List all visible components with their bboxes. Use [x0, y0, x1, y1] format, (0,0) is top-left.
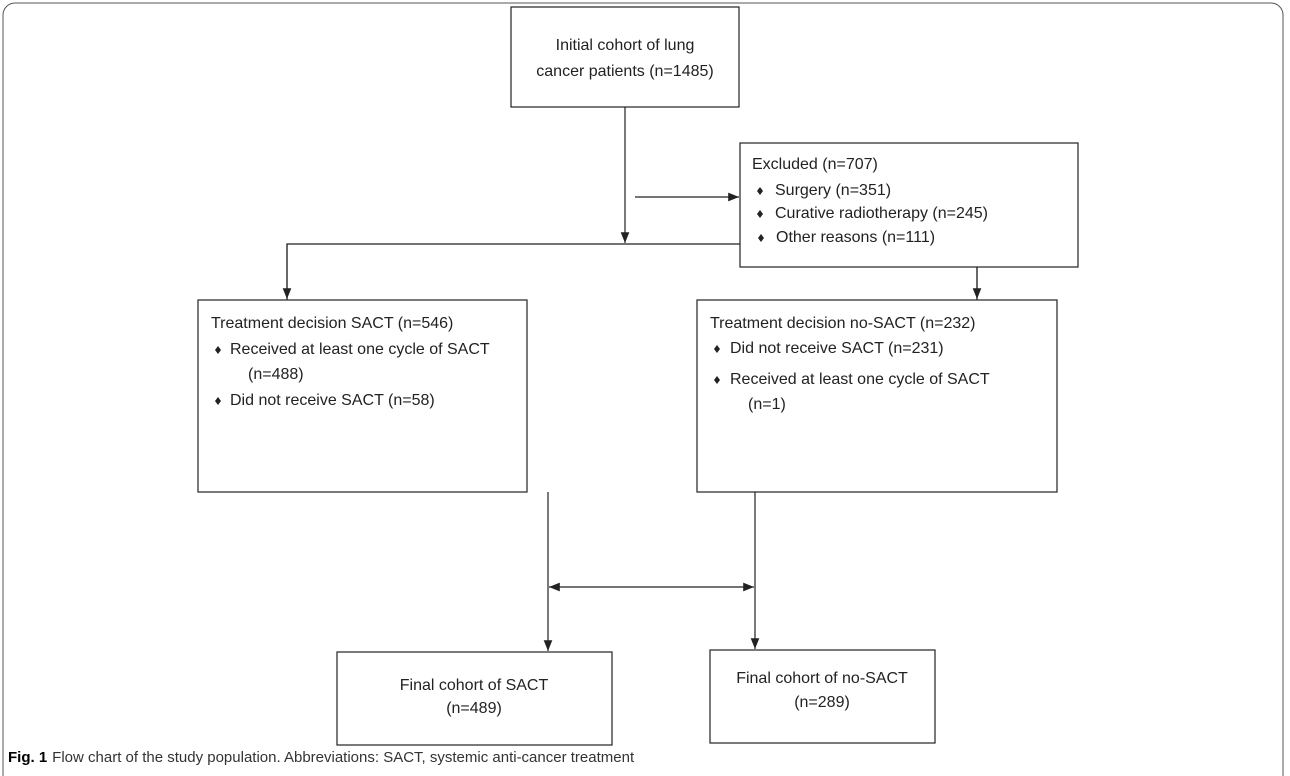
bullet [757, 210, 763, 218]
bullet [215, 346, 221, 354]
bullet [758, 234, 764, 242]
node-text: Final cohort of SACT [400, 677, 549, 694]
node-item: (n=1) [748, 396, 786, 413]
node-box [510, 6, 740, 108]
node-item: Received at least one cycle of SACT [730, 371, 990, 388]
node-text: Final cohort of no-SACT [736, 670, 908, 687]
node-text: (n=289) [794, 694, 850, 711]
node-title: Treatment decision SACT (n=546) [211, 315, 453, 332]
caption-text: Flow chart of the study population. Abbr… [52, 749, 635, 766]
node-box [197, 299, 528, 493]
node-box [709, 649, 936, 744]
node-text: (n=489) [446, 700, 502, 717]
node-item: Did not receive SACT (n=58) [230, 392, 435, 409]
node-item: Surgery (n=351) [775, 182, 891, 199]
node-title: Treatment decision no-SACT (n=232) [710, 315, 975, 332]
caption: Fig. 1 Flow chart of the study population… [8, 749, 635, 766]
node-item: Other reasons (n=111) [776, 229, 935, 246]
node-box [696, 299, 1058, 493]
connectors [282, 107, 982, 651]
node-text: Initial cohort of lung [556, 37, 695, 54]
node-item: Received at least one cycle of SACT [230, 341, 490, 358]
node-title: Excluded (n=707) [752, 156, 878, 173]
caption-label: Fig. 1 [8, 749, 47, 766]
bullet [215, 397, 221, 405]
node-item: (n=488) [248, 366, 304, 383]
node-box [336, 651, 613, 746]
node-item: Did not receive SACT (n=231) [730, 340, 944, 357]
node-box [739, 142, 1079, 268]
bullet [757, 187, 763, 195]
node-item: Curative radiotherapy (n=245) [775, 205, 988, 222]
bullet [714, 345, 720, 353]
bullet [714, 376, 720, 384]
node-text: cancer patients (n=1485) [536, 63, 713, 80]
